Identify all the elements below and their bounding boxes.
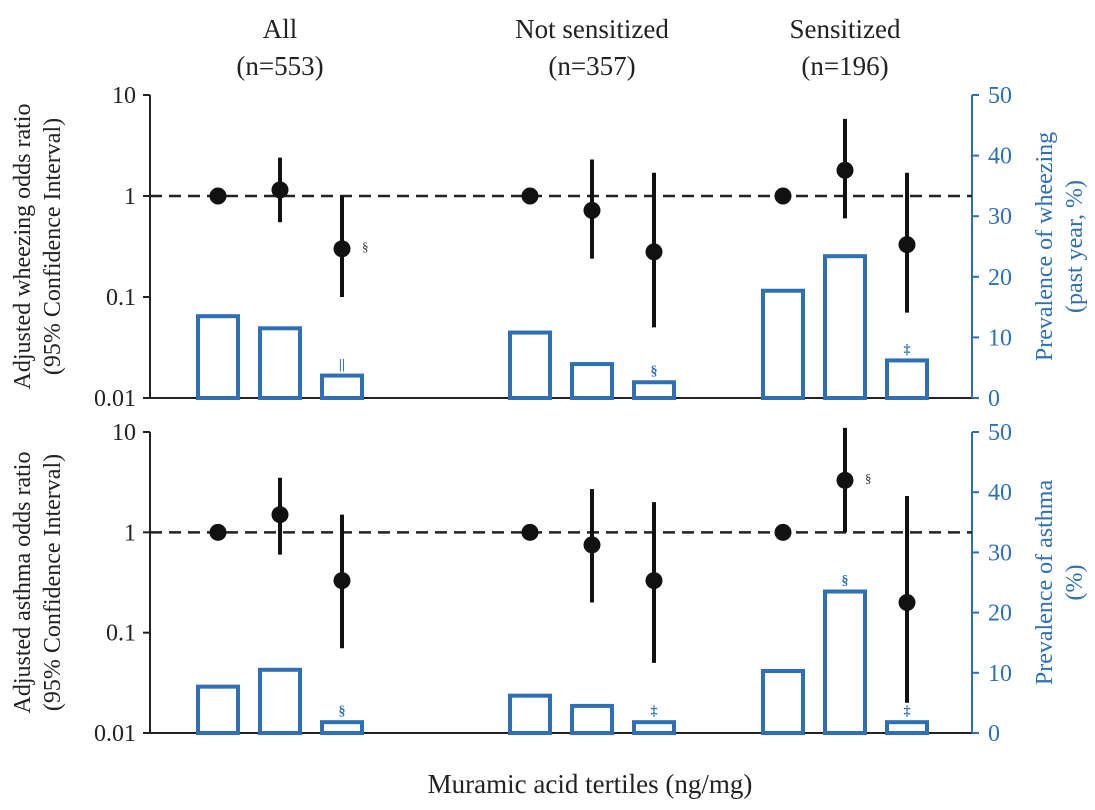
prevalence-bar: [632, 720, 676, 736]
left-axis-label: Adjusted wheezing odds ratio: [10, 104, 36, 390]
prevalence-bar: [320, 720, 364, 736]
odds-point: [209, 187, 227, 205]
bar-significance-mark: ‡: [904, 704, 911, 719]
left-tick-label: 1: [124, 520, 136, 546]
right-tick-label: 0: [988, 386, 1000, 412]
odds-point: [836, 161, 854, 179]
x-axis-label: Muramic acid tertiles (ng/mg): [428, 769, 753, 799]
prevalence-bar: [258, 667, 302, 735]
left-axis-label: (95% Confidence Interval): [40, 118, 66, 375]
left-tick-label: 1: [124, 184, 136, 210]
right-tick-label: 30: [988, 204, 1012, 230]
odds-point: [645, 243, 663, 261]
panel-asthma: 10 1 0.1 0.01 50 40 30 20 10 0 Adjusted asthma odd…: [10, 420, 1088, 747]
odds-point: [645, 572, 663, 590]
prevalence-bar: [632, 380, 676, 400]
prevalence-bar: [761, 668, 805, 736]
right-tick-label: 40: [988, 144, 1012, 170]
group-n-label: (n=196): [801, 51, 888, 81]
odds-point: [774, 187, 792, 205]
odds-point: [271, 181, 289, 199]
prevalence-bar: [320, 373, 364, 401]
odds-point: [898, 593, 916, 611]
prevalence-bar: [761, 288, 805, 401]
bar-significance-mark: ||: [339, 358, 345, 373]
left-tick-label: 0.1: [106, 621, 136, 647]
prevalence-bar: [570, 703, 614, 735]
bar-significance-mark: §: [339, 704, 346, 719]
odds-significance-mark: §: [362, 239, 369, 254]
prevalence-bar: [196, 314, 240, 400]
group-n-label: (n=357): [548, 51, 635, 81]
odds-point: [836, 471, 854, 489]
odds-point: [209, 523, 227, 541]
odds-point: [898, 236, 916, 254]
odds-point: [583, 201, 601, 219]
right-axis-label: (past year, %): [1062, 180, 1088, 313]
right-tick-label: 10: [988, 661, 1012, 687]
right-axis-label: Prevalence of asthma: [1032, 480, 1058, 686]
prevalence-bar: [823, 589, 867, 736]
odds-point: [521, 187, 539, 205]
odds-point: [774, 523, 792, 541]
prevalence-bar: [823, 254, 867, 401]
right-tick-label: 50: [988, 83, 1012, 109]
odds-point: [333, 572, 351, 590]
prevalence-bar: [885, 720, 929, 736]
prevalence-bar: [196, 684, 240, 735]
left-tick-label: 0.1: [106, 285, 136, 311]
right-axis-label: Prevalence of wheezing: [1032, 132, 1058, 361]
right-tick-label: 40: [988, 480, 1012, 506]
odds-point: [333, 240, 351, 258]
odds-point: [583, 536, 601, 554]
right-tick-label: 20: [988, 601, 1012, 627]
right-axis-label: (%): [1062, 565, 1088, 601]
left-tick-label: 10: [112, 420, 136, 446]
left-axis-label: Adjusted asthma odds ratio: [10, 452, 36, 714]
left-tick-label: 0.01: [94, 386, 136, 412]
odds-significance-mark: §: [865, 470, 872, 485]
right-tick-label: 0: [988, 721, 1000, 747]
group-title: All: [263, 14, 298, 44]
group-headers: All (n=553) Not sensitized (n=357) Sensitize…: [236, 14, 901, 81]
right-tick-label: 10: [988, 325, 1012, 351]
left-axis-label: (95% Confidence Interval): [40, 454, 66, 711]
prevalence-bar: [508, 330, 552, 400]
bar-significance-mark: §: [842, 574, 849, 589]
odds-point: [271, 506, 289, 524]
left-tick-label: 0.01: [94, 721, 136, 747]
panel-wheezing: 10 1 0.1 0.01 50 40 30 20 10 0 Adjusted wheezing o…: [10, 83, 1088, 412]
prevalence-bar: [570, 362, 614, 400]
group-title: Not sensitized: [515, 14, 669, 44]
bar-significance-mark: §: [651, 364, 658, 379]
prevalence-bar: [885, 358, 929, 401]
right-tick-label: 30: [988, 540, 1012, 566]
right-tick-label: 20: [988, 265, 1012, 291]
bar-significance-mark: ‡: [904, 342, 911, 357]
left-tick-label: 10: [112, 83, 136, 109]
group-title: Sensitized: [790, 14, 901, 44]
group-n-label: (n=553): [236, 51, 323, 81]
prevalence-bar: [508, 693, 552, 736]
odds-point: [521, 523, 539, 541]
bar-significance-mark: ‡: [651, 704, 658, 719]
right-tick-label: 50: [988, 420, 1012, 446]
prevalence-bar: [258, 326, 302, 400]
